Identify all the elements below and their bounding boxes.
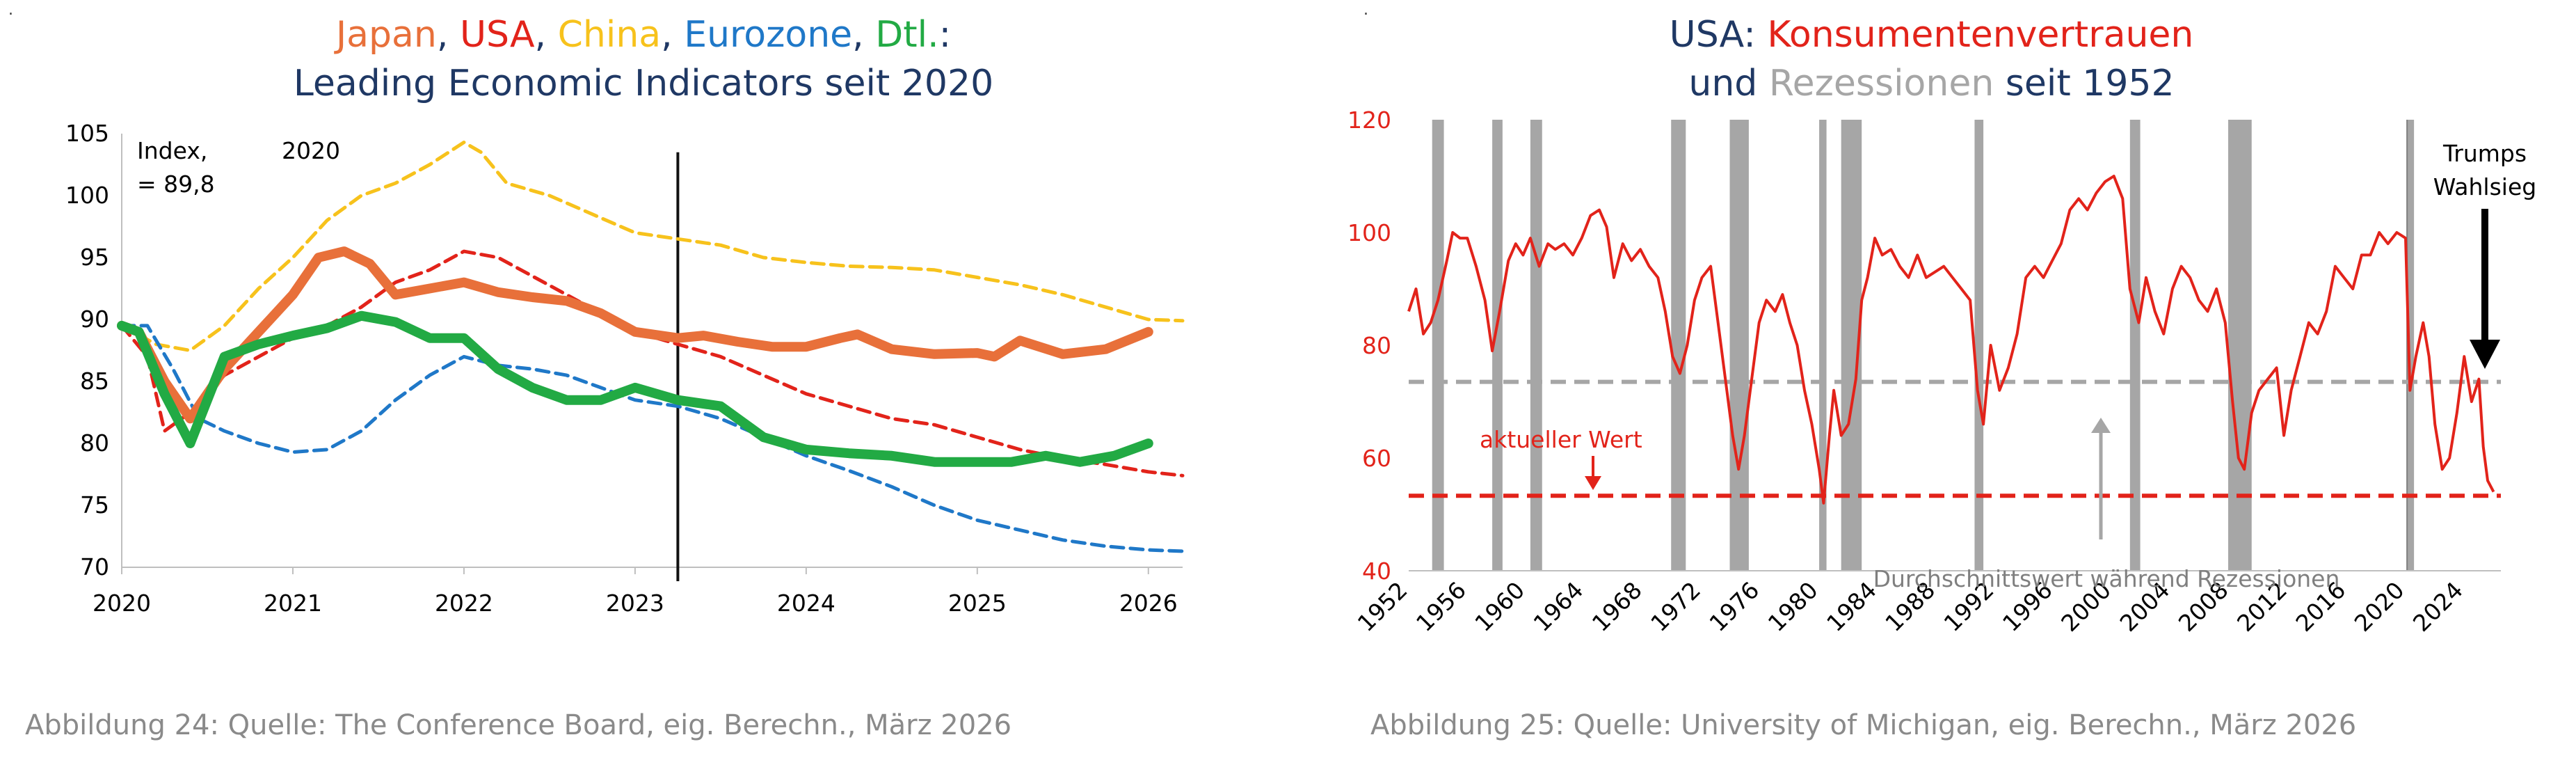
chart-title-line2: und Rezessionen seit 1952 bbox=[1287, 61, 2576, 106]
x-tick-label: 2025 bbox=[948, 590, 1007, 617]
title-part-dtl: Dtl. bbox=[875, 14, 939, 56]
recession-bar bbox=[1432, 120, 1444, 571]
chart-panel-consumer-confidence: . USA: Konsumentenvertrauen und Rezessio… bbox=[1287, 0, 2576, 758]
y-tick-label: 100 bbox=[1347, 219, 1391, 246]
y-tick-label: 120 bbox=[1347, 106, 1391, 134]
y-tick-label: 80 bbox=[1362, 332, 1391, 359]
title-part-seit: seit 1952 bbox=[1994, 63, 2175, 104]
y-tick-label: 70 bbox=[80, 553, 109, 581]
x-tick-label: 1980 bbox=[1763, 576, 1823, 637]
recession-bars bbox=[1432, 120, 2415, 571]
recession-bar bbox=[2129, 120, 2141, 571]
x-tick-label: 2021 bbox=[264, 590, 322, 617]
series-line-dtl bbox=[117, 310, 1153, 467]
recession-average-label: Durchschnittswert während Rezessionen bbox=[1873, 565, 2340, 592]
recession-bar bbox=[1530, 120, 1542, 571]
figure-caption-left: Abbildung 24: Quelle: The Conference Boa… bbox=[25, 709, 1012, 741]
series-line-konsumentenvertrauen bbox=[1407, 175, 2495, 505]
recession-bar bbox=[1974, 120, 1984, 571]
title-part-japan: Japan bbox=[335, 14, 437, 56]
x-tick-label: 2020 bbox=[93, 590, 151, 617]
y-tick-label: 40 bbox=[1362, 558, 1391, 585]
recession-bar bbox=[1492, 120, 1503, 571]
title-sep: , bbox=[852, 14, 876, 56]
x-tick-label: 1956 bbox=[1411, 576, 1471, 637]
title-part-usa: USA bbox=[459, 14, 535, 56]
title-sep: , bbox=[534, 14, 558, 56]
recession-bar bbox=[1729, 120, 1749, 571]
axes: 70 75 80 85 90 95 100 105 2020 2021 2022 2023 2024 20… bbox=[65, 120, 1183, 617]
trump-arrowhead bbox=[2470, 340, 2500, 369]
title-part-china: China bbox=[557, 14, 662, 56]
y-tick-label: 75 bbox=[80, 491, 109, 519]
current-value-label: aktueller Wert bbox=[1480, 426, 1642, 453]
x-tick-label: 1964 bbox=[1528, 576, 1589, 637]
chart-panel-leading-indicators: . Japan, USA, China, Eurozone, Dtl.: Lea… bbox=[0, 0, 1287, 758]
chart-title-line1: USA: Konsumentenvertrauen bbox=[1287, 13, 2576, 57]
y-tick-label: 80 bbox=[80, 429, 109, 457]
title-part-eurozone: Eurozone bbox=[684, 14, 853, 56]
y-tick-label: 105 bbox=[65, 120, 109, 147]
x-tick-label: 2024 bbox=[777, 590, 835, 617]
current-value-arrowhead bbox=[1585, 476, 1601, 490]
y-tick-label: 60 bbox=[1362, 445, 1391, 472]
index-note: Index, bbox=[137, 137, 207, 164]
chart-svg-right: 40 60 80 100 120 1952195619601964196819721976… bbox=[1347, 106, 2536, 637]
y-tick-label: 95 bbox=[80, 244, 109, 271]
figure-caption-right: Abbildung 25: Quelle: University of Mich… bbox=[1370, 709, 2357, 741]
avg-arrowhead bbox=[2091, 418, 2111, 433]
recession-bar bbox=[1819, 120, 1827, 571]
axes: 40 60 80 100 120 1952195619601964196819721976… bbox=[1347, 106, 2501, 637]
series-line-china bbox=[120, 141, 1185, 352]
corner-mark: . bbox=[8, 1, 13, 19]
series-line-eurozone bbox=[120, 324, 1185, 553]
y-tick-label: 90 bbox=[80, 306, 109, 333]
title-colon: : bbox=[938, 14, 952, 56]
series-line-usa bbox=[120, 249, 1185, 477]
title-part-konsumentenvertrauen: Konsumentenvertrauen bbox=[1767, 14, 2194, 56]
title-part-und: und bbox=[1688, 63, 1769, 104]
x-tick-label: 2022 bbox=[435, 590, 493, 617]
index-note-year: 2020 bbox=[282, 137, 340, 164]
title-sep: , bbox=[661, 14, 685, 56]
x-tick-label: 2026 bbox=[1119, 590, 1178, 617]
title-sep: , bbox=[436, 14, 460, 56]
chart-title-line1: Japan, USA, China, Eurozone, Dtl.: bbox=[0, 13, 1287, 57]
x-tick-label: 1952 bbox=[1352, 576, 1413, 637]
chart-svg-left: 70 75 80 85 90 95 100 105 2020 2021 2022 2023 2024 20… bbox=[65, 120, 1185, 617]
recession-bar bbox=[1671, 120, 1686, 571]
x-tick-label: 1968 bbox=[1587, 576, 1647, 637]
trump-label-line1: Trumps bbox=[2442, 140, 2527, 167]
index-note-value: = 89,8 bbox=[137, 171, 215, 198]
corner-mark: . bbox=[1363, 1, 1368, 19]
title-part-usa: USA: bbox=[1669, 14, 1768, 56]
x-tick-label: 1960 bbox=[1469, 576, 1530, 637]
x-tick-label: 1976 bbox=[1704, 576, 1764, 637]
chart-title-line2: Leading Economic Indicators seit 2020 bbox=[293, 63, 994, 104]
y-tick-label: 100 bbox=[65, 182, 109, 209]
trump-label-line2: Wahlsieg bbox=[2433, 173, 2536, 200]
x-tick-label: 2020 bbox=[2349, 576, 2410, 637]
title-part-rezessionen: Rezessionen bbox=[1768, 63, 1994, 104]
x-tick-label: 1972 bbox=[1645, 576, 1706, 637]
x-tick-label: 2023 bbox=[606, 590, 664, 617]
series-line-japan bbox=[117, 246, 1153, 424]
recession-bar bbox=[2228, 120, 2252, 571]
y-tick-label: 85 bbox=[80, 368, 109, 395]
x-tick-label: 2024 bbox=[2408, 576, 2468, 637]
recession-bar bbox=[2407, 120, 2415, 571]
